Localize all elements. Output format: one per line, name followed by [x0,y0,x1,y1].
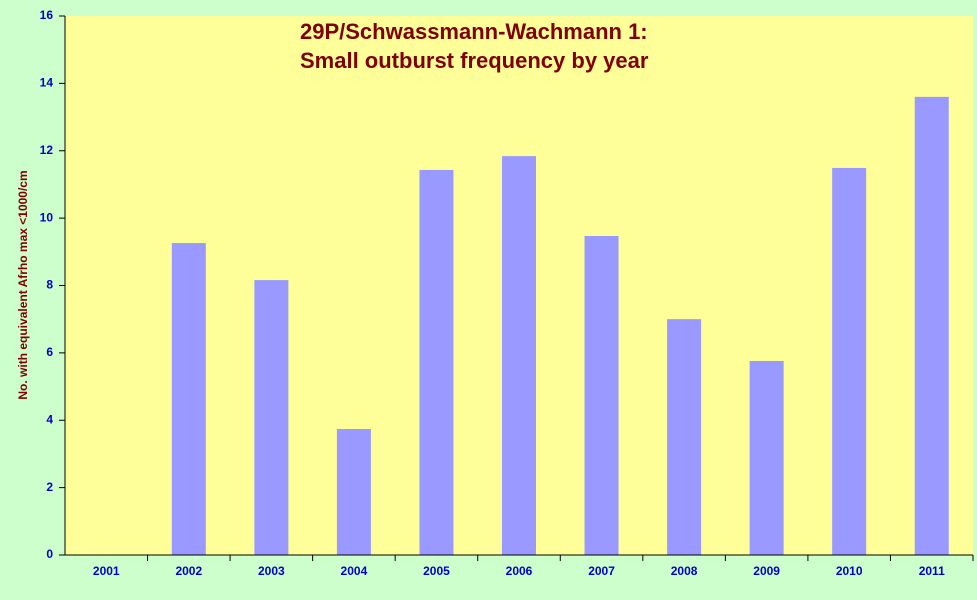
bar [832,167,867,556]
bar [502,156,536,555]
y-tick-label: 8 [46,278,53,292]
x-tick-label: 2008 [671,564,698,578]
y-tick-label: 4 [46,412,53,426]
bar [584,235,619,555]
bar [749,360,784,555]
chart-title: 29P/Schwassmann-Wachmann 1: [300,19,648,44]
bar [419,169,454,555]
y-tick-label: 16 [40,8,54,22]
y-tick-label: 2 [46,480,53,494]
x-tick-label: 2001 [93,564,120,578]
x-tick-label: 2007 [588,564,615,578]
y-tick-label: 14 [40,76,54,90]
bar [914,96,949,555]
x-tick-label: 2010 [836,564,863,578]
x-tick-label: 2003 [258,564,285,578]
y-tick-label: 6 [46,345,53,359]
x-tick-label: 2005 [423,564,450,578]
x-tick-label: 2002 [175,564,202,578]
y-tick-label: 12 [40,143,54,157]
bar [667,319,702,555]
chart-subtitle: Small outburst frequency by year [300,48,649,73]
bar [336,429,371,555]
bar [254,280,289,555]
y-tick-label: 0 [46,547,53,561]
y-tick-label: 10 [40,210,54,224]
bar [171,243,206,555]
x-tick-label: 2009 [753,564,780,578]
y-axis-label: No. with equivalent Afrho max <1000/cm [16,170,30,399]
x-tick-label: 2006 [506,564,533,578]
x-tick-label: 2004 [341,564,368,578]
x-tick-label: 2011 [919,564,945,578]
